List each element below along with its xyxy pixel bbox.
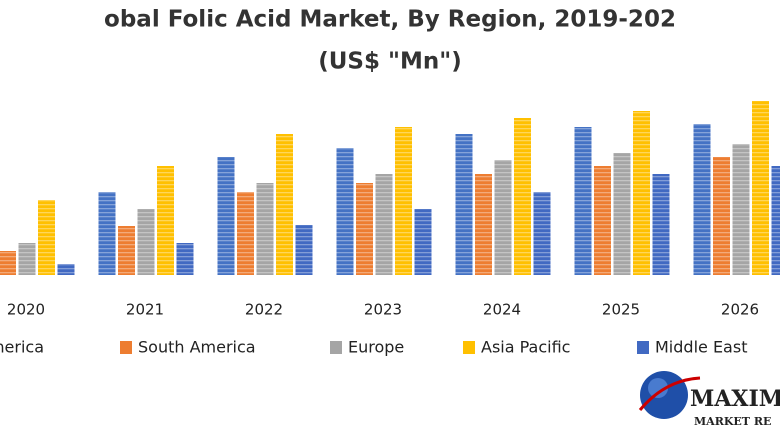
bar-texture [375, 174, 393, 275]
bar-texture [237, 192, 254, 275]
logo-swoosh [638, 376, 701, 411]
bar-texture [574, 127, 592, 275]
bar-texture [137, 209, 155, 275]
bar-texture [157, 166, 174, 275]
bar-texture [732, 144, 750, 275]
legend-swatch [463, 341, 475, 354]
bar-texture [475, 174, 492, 275]
bar-texture [633, 111, 650, 275]
x-tick-label: 2021 [126, 301, 164, 319]
legend-swatch [120, 341, 132, 354]
legend-label: Asia Pacific [481, 338, 570, 357]
bar-texture [752, 101, 769, 275]
legend-label: America [0, 338, 44, 357]
bar-texture [256, 183, 274, 275]
bar-texture [594, 166, 611, 275]
bar-texture [336, 148, 354, 275]
logo: MAXIM MARKET RE [638, 371, 780, 428]
x-tick-label: 2025 [602, 301, 640, 319]
x-tick-label: 2020 [7, 301, 45, 319]
legend-label: Middle East [655, 338, 747, 357]
bar-texture [217, 157, 235, 275]
bar-texture [98, 192, 116, 275]
bar-texture [395, 127, 412, 275]
bar-texture [276, 134, 293, 275]
x-tick-label: 2023 [364, 301, 402, 319]
bar-texture [176, 243, 194, 275]
bar-texture [0, 251, 16, 275]
bar-texture [771, 166, 780, 275]
bar-texture [38, 200, 55, 275]
legend-label: Europe [348, 338, 404, 357]
x-tick-label: 2022 [245, 301, 283, 319]
bar-texture [613, 153, 631, 275]
logo-globe-highlight [648, 378, 668, 398]
bar-texture [693, 124, 711, 275]
bar-texture [713, 157, 730, 275]
legend-swatch [637, 341, 649, 354]
bar-texture [455, 134, 473, 275]
x-tick-label: 2024 [483, 301, 521, 319]
bar-texture [514, 118, 531, 275]
logo-name: MAXIM [690, 386, 780, 412]
logo-tagline: MARKET RE [694, 415, 771, 428]
bar-texture [494, 160, 512, 275]
bar-texture [652, 174, 670, 275]
legend-swatch [330, 341, 342, 354]
legend-label: South America [138, 338, 256, 357]
bar-texture [118, 226, 135, 275]
bar-texture [18, 243, 36, 275]
bar-texture [57, 264, 75, 275]
bar-texture [295, 225, 313, 275]
chart-title: obal Folic Acid Market, By Region, 2019-… [104, 7, 676, 33]
bar-texture [533, 192, 551, 275]
chart-subtitle: (US$ "Mn") [318, 49, 462, 75]
bar-texture [356, 183, 373, 275]
bar-texture [414, 209, 432, 275]
x-tick-label: 2026 [721, 301, 759, 319]
